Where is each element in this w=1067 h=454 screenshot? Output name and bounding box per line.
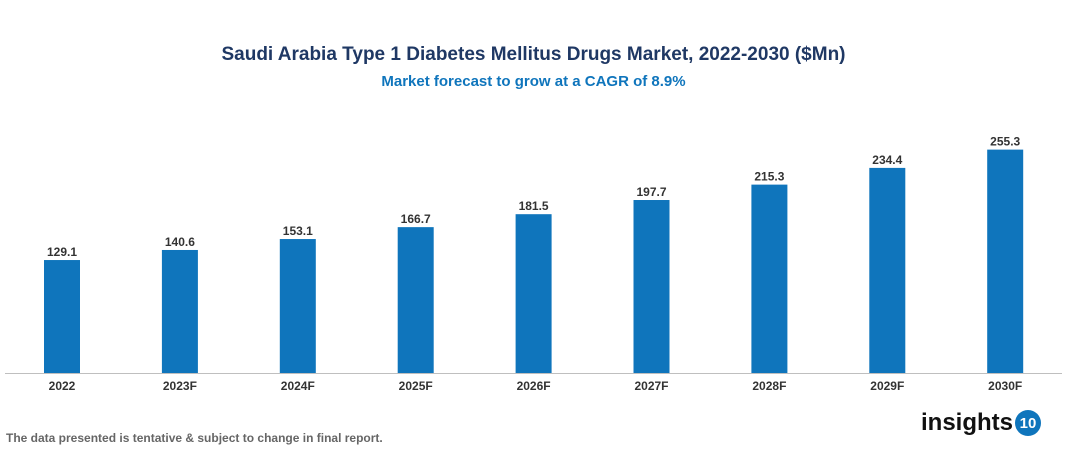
- insights10-logo: insights 10: [921, 409, 1042, 437]
- bar-2023F: [161, 249, 198, 373]
- bar-2026F: [515, 214, 552, 373]
- x-tick-label: 2028F: [752, 379, 786, 393]
- footer-note: The data presented is tentative & subjec…: [6, 431, 383, 445]
- data-label: 215.3: [754, 170, 784, 184]
- x-tick-label: 2024F: [281, 379, 315, 393]
- x-tick-label: 2027F: [634, 379, 668, 393]
- data-label: 153.1: [283, 224, 313, 238]
- data-label: 140.6: [165, 235, 195, 249]
- logo-badge: 10: [1015, 410, 1042, 436]
- x-tick-label: 2022: [49, 379, 76, 393]
- bar-2024F: [279, 239, 316, 373]
- bar-2028F: [751, 184, 788, 373]
- x-tick-label: 2025F: [399, 379, 433, 393]
- chart-title: Saudi Arabia Type 1 Diabetes Mellitus Dr…: [221, 44, 846, 65]
- data-label: 197.7: [636, 185, 666, 199]
- bar-2022: [44, 260, 80, 373]
- bar-2030F: [987, 149, 1024, 373]
- logo-text: insights: [921, 409, 1014, 436]
- chart-subtitle: Market forecast to grow at a CAGR of 8.9…: [381, 73, 686, 90]
- x-tick-label: 2030F: [988, 379, 1022, 393]
- x-tick-label: 2029F: [870, 379, 904, 393]
- bar-2025F: [397, 227, 434, 373]
- data-label: 129.1: [47, 245, 77, 259]
- bar-2029F: [869, 167, 906, 373]
- data-label: 255.3: [990, 135, 1020, 149]
- data-label: 166.7: [401, 212, 431, 226]
- x-tick-label: 2026F: [517, 379, 551, 393]
- data-label: 234.4: [872, 153, 902, 167]
- data-label: 181.5: [519, 199, 549, 213]
- x-tick-label: 2023F: [163, 379, 197, 393]
- bar-2027F: [633, 200, 670, 373]
